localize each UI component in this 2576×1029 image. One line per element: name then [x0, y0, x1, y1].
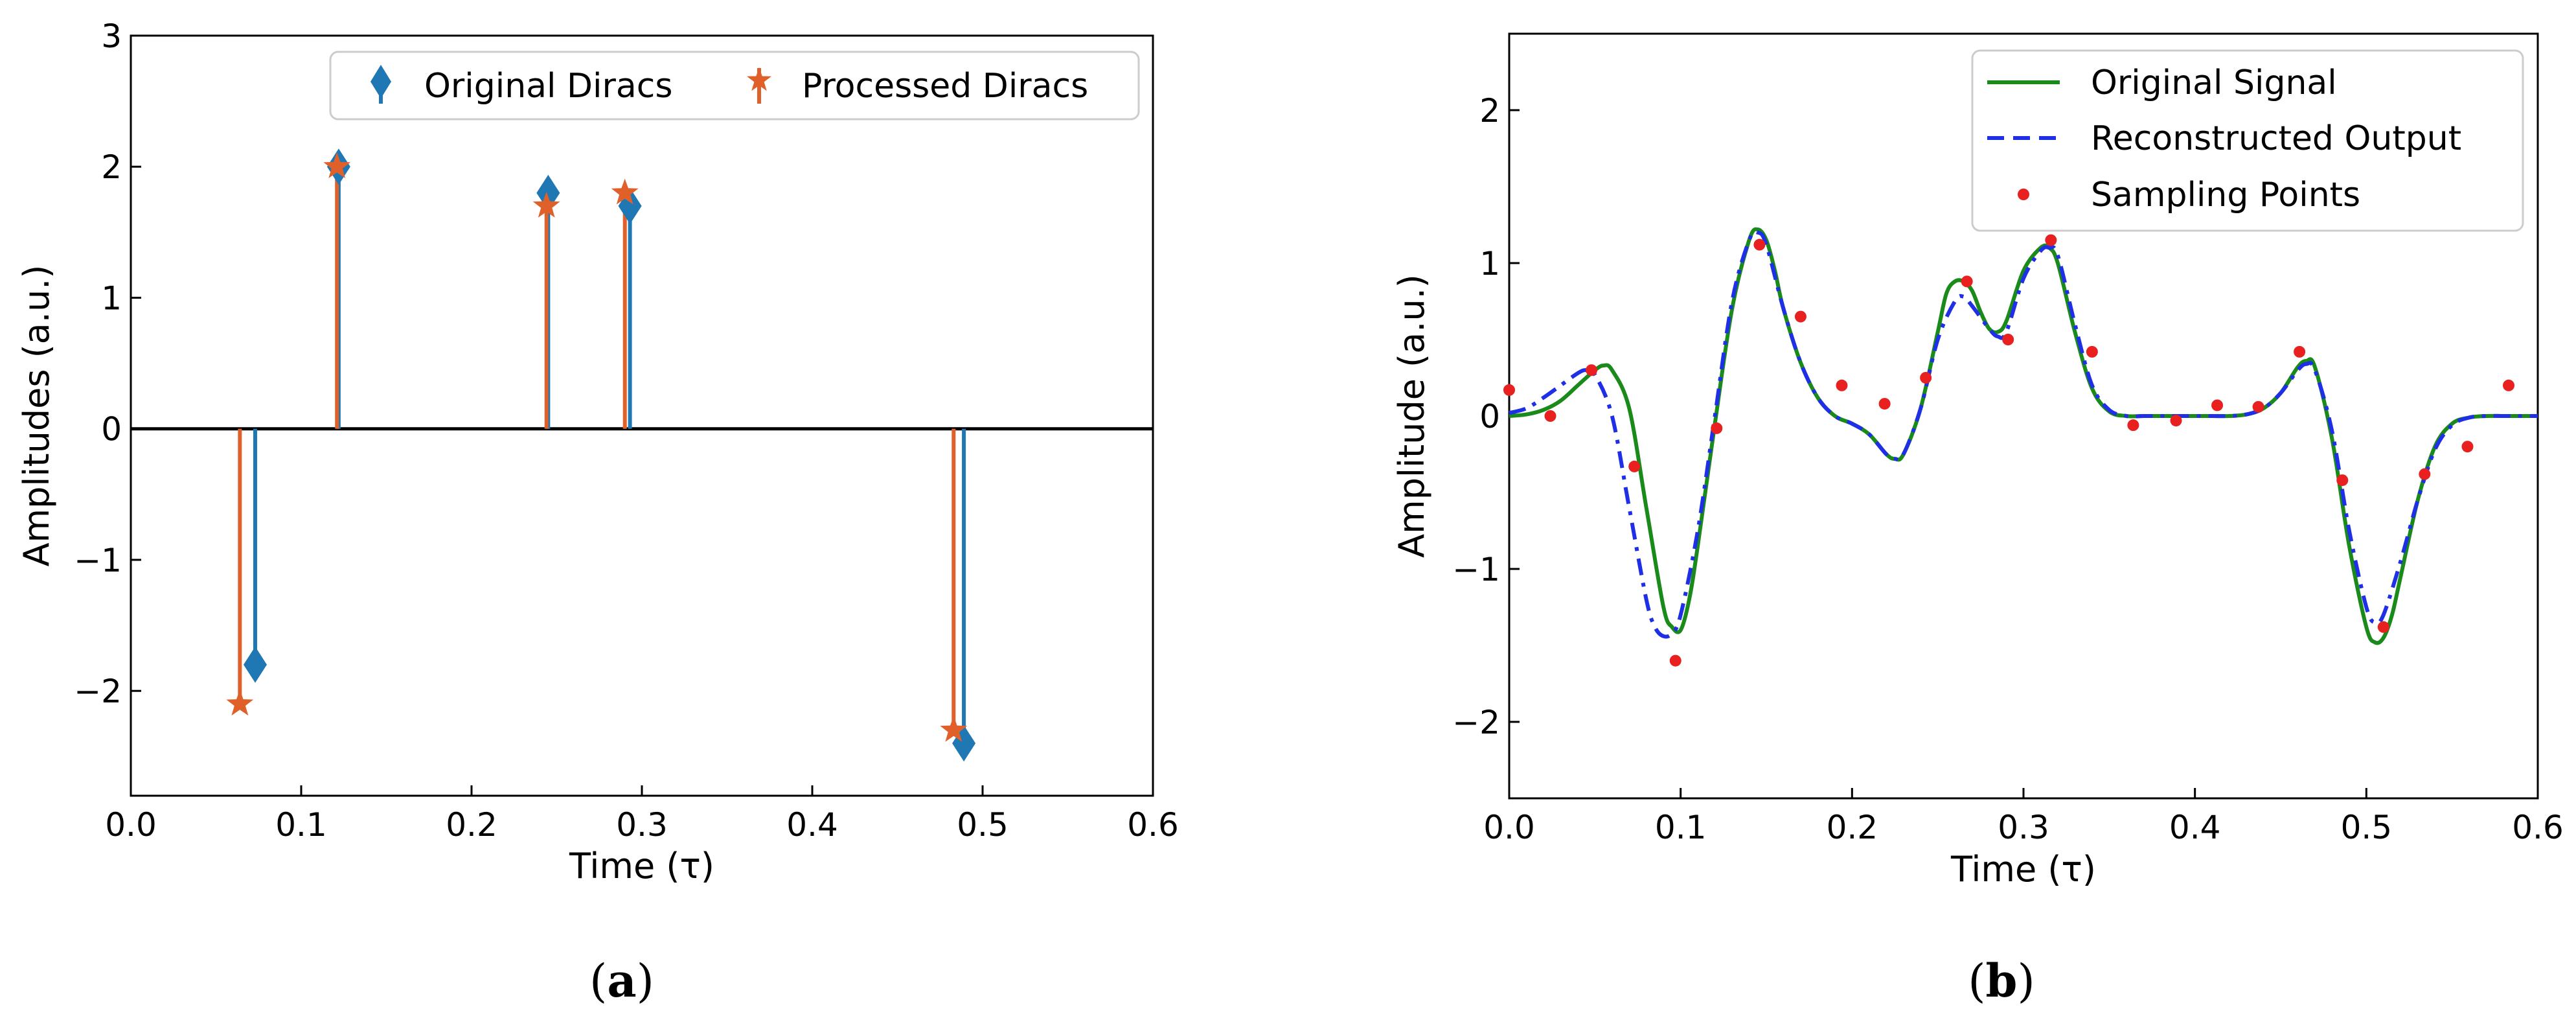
panel-b-sampling-point [1711, 422, 1723, 434]
panel-b-original-signal-line [1509, 227, 2538, 645]
panel-a-processed-dirac-marker [532, 191, 560, 218]
panel-b-sampling-point [1586, 364, 1598, 376]
panel-b-sampling-point [1920, 372, 1932, 384]
panel-a-y-tick-label: 0 [101, 411, 122, 448]
panel-b-y-tick-label: −1 [1452, 551, 1500, 588]
panel-b-sampling-point [1961, 275, 1973, 288]
panel-b: 0.0 0.1 0.2 0.3 0.4 0.5 0.6 −2 −1 0 1 2 Time (τ) A… [1391, 32, 2564, 890]
panel-a-legend-box [329, 51, 1140, 121]
caption-b-letter: b [1986, 954, 2018, 1008]
panel-a-y-axis-label: Amplitudes (a.u.) [16, 265, 57, 567]
panel-b-x-axis-label: Time (τ) [1950, 849, 2096, 890]
panel-a-x-tick-label: 0.4 [786, 806, 838, 844]
panel-a-series [226, 148, 976, 762]
panel-b-x-tick-label: 0.3 [1998, 809, 2049, 846]
panel-b-sampling-point [1753, 238, 1766, 251]
panel-b-y-tick-label: 0 [1479, 398, 1500, 435]
panel-b-sampling-point [2461, 441, 2474, 453]
panel-a-x-tick-label: 0.2 [446, 806, 497, 844]
panel-a-processed-dirac-marker [611, 178, 639, 205]
caption-b: (b) [1968, 954, 2035, 1008]
panel-a-original-dirac-marker [243, 646, 267, 683]
panel-b-legend-sampling-swatch [2018, 189, 2029, 200]
panel-b-sampling-point [2503, 379, 2515, 391]
panel-b-sampling-point [1878, 398, 1891, 410]
panel-b-x-tick-label: 0.4 [2169, 809, 2221, 846]
panel-b-sampling-point [1669, 654, 1681, 667]
panel-b-sampling-point [2086, 345, 2098, 358]
panel-b-legend-box [1971, 49, 2524, 232]
panel-b-sampling-point [2294, 345, 2306, 358]
panel-b-x-ticks: 0.0 0.1 0.2 0.3 0.4 0.5 0.6 [1483, 788, 2564, 846]
panel-b-sampling-point [2170, 415, 2182, 427]
panel-a-plot-frame [130, 34, 1154, 797]
star-icon [747, 67, 771, 91]
panel-a-processed-dirac-marker [940, 715, 968, 742]
panel-b-series [1503, 227, 2538, 667]
panel-b-sampling-point [2002, 334, 2014, 345]
panel-b-x-tick-label: 0.0 [1483, 809, 1535, 846]
panel-a-x-tick-label: 0.3 [616, 806, 668, 844]
panel-b-sampling-point [2419, 468, 2431, 480]
panel-a-y-tick-label: −2 [74, 673, 122, 710]
panel-b-legend-original-label: Original Signal [2091, 64, 2337, 102]
panel-a-y-tick-label: 2 [101, 148, 122, 186]
panel-b-legend-sampling-label: Sampling Points [2091, 176, 2360, 214]
panel-a-x-tick-label: 0.0 [105, 806, 157, 844]
panel-a-legend-original-label: Original Diracs [424, 67, 672, 106]
panel-b-y-tick-label: −2 [1452, 704, 1500, 741]
panel-a-legend-processed-label: Processed Diracs [802, 67, 1088, 106]
panel-b-sampling-point [2127, 419, 2139, 432]
panel-b-sampling-point [2377, 621, 2389, 633]
panel-b-y-tick-label: 1 [1479, 245, 1500, 283]
panel-b-reconstructed-output-line [1509, 229, 2538, 639]
panel-b-sampling-point [1794, 310, 1807, 323]
panel-a-x-ticks: 0.0 0.1 0.2 0.3 0.4 0.5 0.6 [105, 785, 1179, 844]
panel-a-y-tick-label: 1 [101, 279, 122, 317]
panel-b-x-tick-label: 0.2 [1827, 809, 1878, 846]
panel-b-sampling-point [2336, 474, 2349, 487]
caption-a: (a) [589, 954, 654, 1008]
panel-a-x-tick-label: 0.5 [957, 806, 1009, 844]
caption-a-letter: a [607, 954, 636, 1008]
panel-a-y-ticks: −2 −1 0 1 2 3 [74, 17, 141, 710]
panel-b-sampling-point [1503, 384, 1515, 396]
panel-b-sampling-point [1628, 460, 1641, 472]
panel-b-y-tick-label: 2 [1479, 92, 1500, 130]
panel-b-legend: Original Signal Reconstructed Output Sampl… [1971, 49, 2524, 232]
panel-b-x-tick-label: 0.1 [1655, 809, 1707, 846]
panel-b-x-tick-label: 0.6 [2512, 809, 2564, 846]
panel-b-sampling-point [1836, 379, 1848, 391]
panel-b-sampling-point [2252, 400, 2264, 413]
panel-b-y-axis-label: Amplitude (a.u.) [1391, 274, 1432, 558]
panel-a-processed-dirac-marker [226, 689, 254, 716]
diamond-icon [370, 65, 391, 98]
panel-a-processed-dirac-marker [323, 152, 351, 178]
panel-a-y-tick-label: 3 [101, 17, 122, 55]
panel-a-legend: Original Diracs Processed Diracs [329, 51, 1140, 121]
panel-a-x-tick-label: 0.6 [1127, 806, 1179, 844]
panel-b-sampling-point [1544, 410, 1556, 422]
panel-b-sampling-point [2211, 399, 2224, 411]
panel-a-x-axis-label: Time (τ) [569, 846, 714, 886]
panel-a-y-tick-label: −1 [74, 542, 122, 579]
panel-b-sampling-point [2045, 234, 2057, 246]
panel-b-legend-reconstructed-label: Reconstructed Output [2091, 119, 2461, 158]
panel-b-y-ticks: −2 −1 0 1 2 [1452, 92, 1520, 741]
panel-b-x-tick-label: 0.5 [2341, 809, 2393, 846]
panel-a-x-tick-label: 0.1 [275, 806, 327, 844]
